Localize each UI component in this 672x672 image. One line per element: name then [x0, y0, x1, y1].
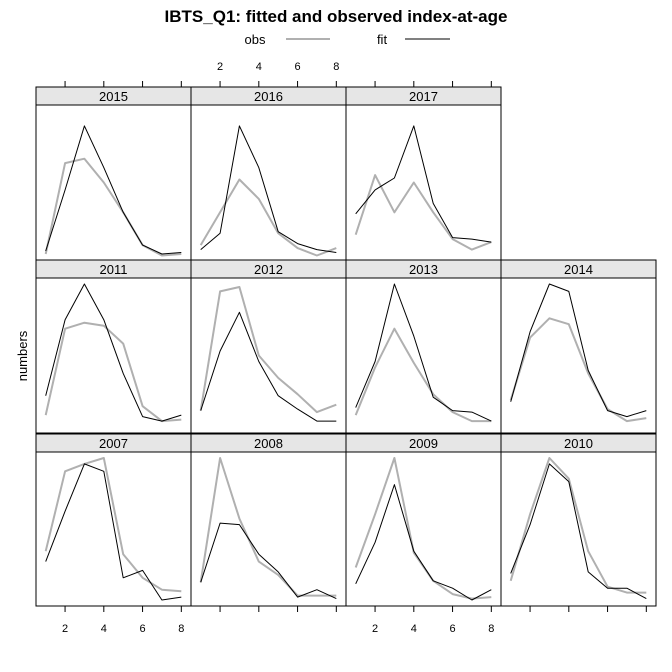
panel-frame-2016: [190, 104, 347, 261]
strip-label-2013: 2013: [409, 262, 438, 277]
series-obs-2010: [509, 457, 647, 594]
x-tick-label-bottom: 2: [372, 623, 378, 635]
strip-label-2012: 2012: [254, 262, 283, 277]
strip-label-2008: 2008: [254, 436, 283, 451]
x-tick-label-bottom: 6: [450, 623, 456, 635]
panel-frame-2007: [35, 451, 192, 607]
y-axis-label: numbers: [15, 330, 30, 381]
strip-label-2007: 2007: [99, 436, 128, 451]
panel-frame-2008: [190, 451, 347, 607]
strip-label-2014: 2014: [564, 262, 593, 277]
legend-label-obs: obs: [245, 32, 266, 47]
series-fit-2015: [45, 125, 182, 255]
series-obs-2015: [44, 157, 182, 257]
series-obs-2007: [44, 457, 182, 593]
strip-label-2010: 2010: [564, 436, 593, 451]
x-tick-label-bottom: 6: [140, 623, 146, 635]
x-tick-label-top: 8: [333, 61, 339, 73]
strip-label-2011: 2011: [100, 262, 128, 277]
panels: 2015 2016 2017 2011 2012 2013 2014 2007 2008 2009…: [35, 61, 657, 635]
x-tick-label-bottom: 8: [178, 623, 184, 635]
series-fit-2014: [510, 283, 647, 418]
series-fit-2009: [355, 484, 492, 601]
series-obs-2008: [199, 457, 337, 597]
series-obs-2014: [509, 317, 647, 423]
series-obs-2013: [354, 327, 492, 423]
series-obs-2012: [199, 286, 337, 414]
x-tick-label-bottom: 8: [488, 623, 494, 635]
panel-frame-2013: [345, 277, 502, 434]
series-obs-2017: [354, 174, 492, 251]
panel-frame-2015: [35, 104, 192, 261]
series-obs-2009: [354, 457, 492, 600]
x-tick-label-bottom: 2: [62, 623, 68, 635]
x-tick-label-top: 2: [217, 61, 223, 73]
panel-frame-2014: [500, 277, 657, 434]
series-fit-2010: [510, 463, 647, 600]
series-fit-2008: [200, 522, 337, 600]
strip-label-2009: 2009: [409, 436, 438, 451]
x-tick-label-top: 4: [256, 61, 262, 73]
strip-label-2017: 2017: [409, 89, 438, 104]
strip-label-2016: 2016: [254, 89, 283, 104]
series-obs-2011: [44, 321, 182, 423]
series-fit-2016: [200, 125, 337, 253]
series-fit-2013: [355, 283, 492, 422]
series-fit-2017: [355, 125, 492, 243]
series-fit-2007: [45, 463, 182, 601]
series-fit-2012: [200, 311, 337, 422]
x-tick-label-top: 6: [295, 61, 301, 73]
x-tick-label-bottom: 4: [411, 623, 417, 635]
chart-title: IBTS_Q1: fitted and observed index-at-ag…: [165, 7, 508, 26]
series-fit-2011: [45, 283, 182, 422]
panel-frame-2010: [500, 451, 657, 607]
strip-label-2015: 2015: [99, 89, 128, 104]
legend: obs fit: [245, 32, 450, 47]
panel-frame-2017: [345, 104, 502, 261]
x-tick-label-bottom: 4: [101, 623, 107, 635]
legend-label-fit: fit: [377, 32, 388, 47]
series-obs-2016: [199, 178, 337, 257]
